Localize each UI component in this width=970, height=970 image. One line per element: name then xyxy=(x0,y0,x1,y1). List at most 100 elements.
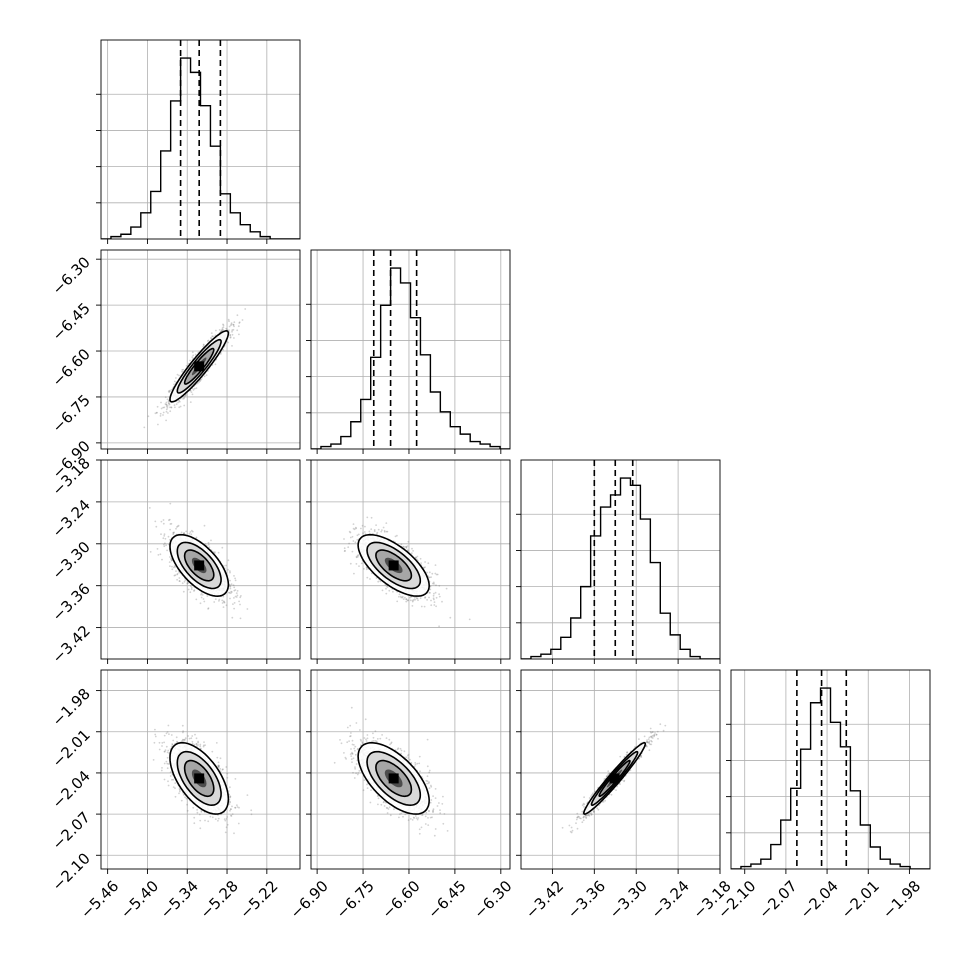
scatter-point xyxy=(176,573,179,576)
scatter-point xyxy=(172,531,175,534)
scatter-point xyxy=(175,736,178,739)
scatter-point xyxy=(368,530,371,533)
panel-plot-area xyxy=(101,670,300,869)
scatter-point xyxy=(233,321,236,324)
scatter-point xyxy=(196,811,199,814)
scatter-point xyxy=(166,756,169,759)
scatter-point xyxy=(189,359,191,362)
panel-frame xyxy=(310,459,511,660)
scatter-point xyxy=(449,616,452,619)
scatter-point xyxy=(182,590,185,593)
histogram-step xyxy=(101,57,300,239)
scatter-point xyxy=(175,570,177,572)
scatter-point xyxy=(434,564,437,566)
scatter-point xyxy=(159,553,162,556)
scatter-point xyxy=(191,351,194,354)
scatter-point xyxy=(159,415,162,417)
scatter-point xyxy=(231,616,234,619)
scatter-point xyxy=(232,328,235,331)
scatter-point xyxy=(214,363,217,366)
scatter-point xyxy=(412,599,415,601)
scatter-point xyxy=(176,526,178,528)
scatter-point xyxy=(343,547,346,550)
scatter-point xyxy=(197,744,199,746)
scatter-point xyxy=(229,570,231,572)
panel-2-2 xyxy=(516,459,721,664)
scatter-point xyxy=(415,597,418,600)
scatter-point xyxy=(169,502,172,505)
scatter-point xyxy=(376,533,378,535)
scatter-point xyxy=(238,322,241,324)
scatter-point xyxy=(231,330,233,333)
scatter-point xyxy=(232,323,235,326)
panel-2-1 xyxy=(306,459,511,664)
scatter-point xyxy=(230,322,233,324)
scatter-point xyxy=(225,604,228,607)
scatter-point xyxy=(428,571,431,574)
scatter-point xyxy=(423,567,425,569)
scatter-point xyxy=(226,823,229,826)
scatter-point xyxy=(168,390,171,393)
scatter-point xyxy=(356,539,359,541)
scatter-point xyxy=(182,738,184,741)
scatter-point xyxy=(178,374,180,377)
scatter-point xyxy=(433,601,436,603)
scatter-point xyxy=(352,523,355,525)
scatter-point xyxy=(195,598,198,601)
scatter-point xyxy=(244,308,247,310)
scatter-point xyxy=(399,595,402,598)
scatter-point xyxy=(202,343,205,346)
scatter-point xyxy=(370,572,373,575)
scatter-point xyxy=(250,809,253,812)
scatter-point xyxy=(168,539,171,541)
scatter-point xyxy=(432,581,435,584)
scatter-point xyxy=(221,328,224,331)
scatter-point xyxy=(229,584,231,587)
scatter-point xyxy=(424,596,427,599)
scatter-point xyxy=(155,525,158,528)
scatter-point xyxy=(222,329,224,331)
scatter-point xyxy=(229,334,232,337)
scatter-point xyxy=(229,597,231,600)
panel-plot-area xyxy=(521,460,720,659)
scatter-point xyxy=(231,591,233,593)
scatter-point xyxy=(238,600,241,603)
scatter-point xyxy=(417,599,419,602)
scatter-point xyxy=(438,593,440,596)
scatter-point xyxy=(412,550,414,552)
scatter-point xyxy=(184,579,187,581)
scatter-point xyxy=(180,531,183,534)
scatter-point xyxy=(435,573,438,576)
scatter-point xyxy=(160,520,163,523)
scatter-point xyxy=(420,562,422,564)
scatter-point xyxy=(217,766,220,768)
scatter-point xyxy=(222,323,224,326)
scatter-point xyxy=(405,600,408,603)
scatter-point xyxy=(227,341,230,344)
scatter-point xyxy=(160,533,162,536)
scatter-point xyxy=(182,398,184,400)
scatter-point xyxy=(163,543,165,546)
scatter-point xyxy=(164,396,167,399)
scatter-point xyxy=(369,578,371,580)
scatter-point xyxy=(157,423,159,426)
scatter-point xyxy=(167,390,170,393)
scatter-point xyxy=(405,598,408,601)
scatter-point xyxy=(191,530,194,533)
scatter-point xyxy=(385,587,387,590)
scatter-point xyxy=(162,522,165,525)
scatter-point xyxy=(221,599,224,602)
scatter-point xyxy=(190,529,193,532)
scatter-point xyxy=(164,537,167,540)
scatter-point xyxy=(183,404,186,407)
scatter-point xyxy=(168,518,171,521)
scatter-point xyxy=(212,335,214,338)
scatter-point xyxy=(343,550,346,552)
scatter-point xyxy=(438,584,441,587)
scatter-point xyxy=(163,535,166,537)
scatter-point xyxy=(238,333,240,336)
scatter-point xyxy=(236,594,239,597)
scatter-point xyxy=(199,745,202,748)
scatter-point xyxy=(357,533,360,536)
scatter-point xyxy=(238,806,240,809)
